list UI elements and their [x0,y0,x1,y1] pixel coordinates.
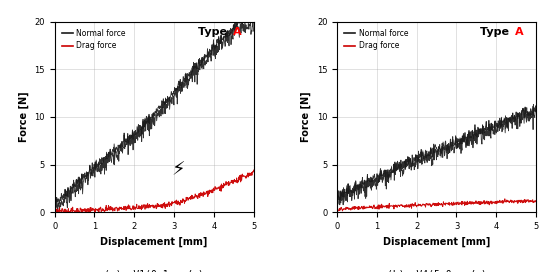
X-axis label: Displacement [mm]: Displacement [mm] [101,236,208,247]
Y-axis label: Force [N]: Force [N] [301,92,311,142]
Legend: Normal force, Drag force: Normal force, Drag force [59,26,129,54]
Text: Type: Type [198,27,231,38]
Text: A: A [232,27,241,38]
X-axis label: Displacement [mm]: Displacement [mm] [383,236,490,247]
Y-axis label: Force [N]: Force [N] [19,92,29,142]
Text: Type: Type [480,27,513,38]
Text: (a)  V1(0.1 mm/s): (a) V1(0.1 mm/s) [104,269,204,272]
Legend: Normal force, Drag force: Normal force, Drag force [341,26,411,54]
Text: (b)  V4(5.0 mm/s): (b) V4(5.0 mm/s) [387,269,486,272]
Text: ⚡: ⚡ [171,160,185,179]
Text: A: A [515,27,524,38]
